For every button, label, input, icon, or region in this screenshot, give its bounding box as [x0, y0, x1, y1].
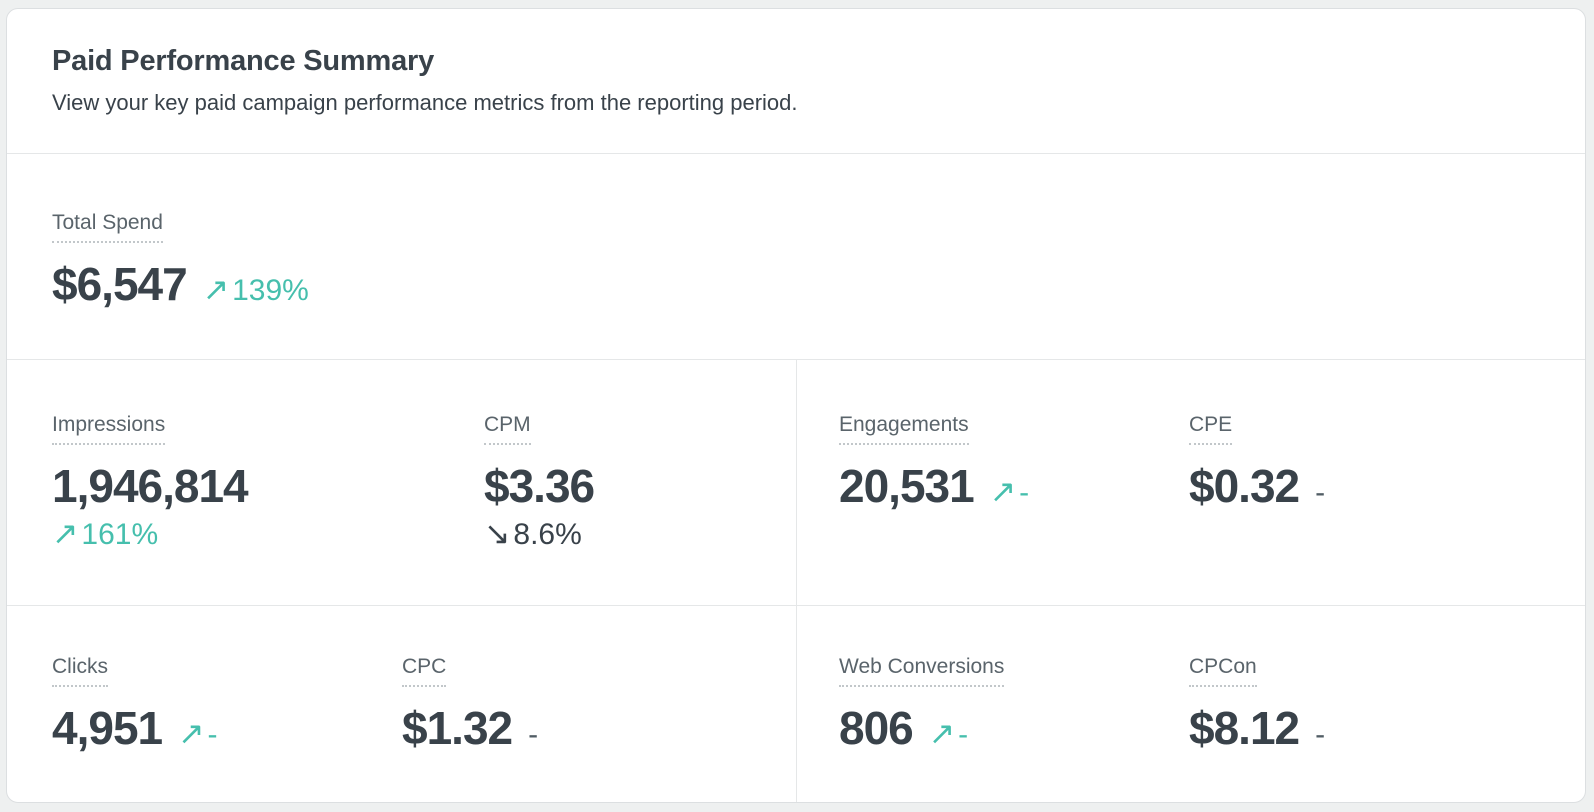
metric-label-cpm[interactable]: CPM [484, 412, 531, 446]
metric-cpc: CPC $1.32 - [402, 654, 776, 754]
value-row: $3.36 [484, 461, 776, 512]
value-row: 806 ↗ - [839, 703, 1189, 754]
metric-label-cpe[interactable]: CPE [1189, 412, 1233, 446]
metric-change-engagements: ↗ - [990, 474, 1029, 509]
metrics-row-1: Impressions 1,946,814 ↗ 161% CPM $3.36 ↘ 8… [7, 359, 1585, 605]
trend-up-icon: ↗ [989, 473, 1017, 510]
metric-label-total-spend[interactable]: Total Spend [52, 210, 163, 244]
metric-value-cpcon: $8.12 [1189, 702, 1300, 755]
metric-value-web-conversions: 806 [839, 702, 914, 755]
metric-change-impressions: ↗ 161% [52, 514, 484, 551]
metric-label-web-conversions[interactable]: Web Conversions [839, 654, 1005, 688]
metric-impressions: Impressions 1,946,814 ↗ 161% [52, 412, 484, 551]
metric-label-cpc[interactable]: CPC [402, 654, 447, 688]
metric-value-clicks: 4,951 [52, 702, 163, 755]
metric-value-engagements: 20,531 [839, 460, 975, 513]
change-text: - [207, 718, 218, 752]
metric-change-clicks: ↗ - [178, 716, 217, 751]
metrics-row-2: Clicks 4,951 ↗ - CPC $1.32 - Web Conversi… [7, 605, 1585, 802]
metric-change-web-conversions: ↗ - [929, 716, 968, 751]
metric-change-total-spend: ↗ 139% [203, 272, 309, 307]
change-text: 139% [232, 274, 309, 308]
page-subtitle: View your key paid campaign performance … [52, 90, 798, 115]
row1-right-cell: Engagements 20,531 ↗ - CPE $0.32 - [796, 360, 1585, 605]
value-row: $1.32 - [402, 703, 776, 754]
change-text: - [528, 718, 539, 752]
row2-left-cell: Clicks 4,951 ↗ - CPC $1.32 - [7, 606, 796, 802]
value-row: 1,946,814 [52, 461, 484, 512]
metric-label-impressions[interactable]: Impressions [52, 412, 166, 446]
metric-label-engagements[interactable]: Engagements [839, 412, 969, 446]
change-text: 161% [81, 517, 159, 551]
change-text: 8.6% [513, 517, 582, 551]
card-header: Paid Performance Summary View your key p… [7, 9, 1585, 153]
trend-up-icon: ↗ [52, 514, 79, 551]
row2-right-cell: Web Conversions 806 ↗ - CPCon $8.12 - [796, 606, 1585, 802]
metric-label-cpcon[interactable]: CPCon [1189, 654, 1257, 688]
change-text: - [1315, 476, 1326, 510]
value-row: $6,547 ↗ 139% [52, 259, 1540, 310]
value-row: $8.12 - [1189, 703, 1565, 754]
metric-change-cpc: - [528, 716, 538, 751]
metric-total-spend: Total Spend $6,547 ↗ 139% [52, 210, 1540, 310]
total-spend-section: Total Spend $6,547 ↗ 139% [7, 153, 1585, 359]
metric-change-cpcon: - [1315, 716, 1325, 751]
value-row: 20,531 ↗ - [839, 461, 1189, 512]
metric-change-cpm: ↘ 8.6% [484, 514, 776, 551]
metric-web-conversions: Web Conversions 806 ↗ - [839, 654, 1189, 754]
metric-value-impressions: 1,946,814 [52, 460, 249, 513]
change-text: - [958, 718, 969, 752]
metric-engagements: Engagements 20,531 ↗ - [839, 412, 1189, 512]
metric-cpe: CPE $0.32 - [1189, 412, 1565, 512]
change-text: - [1315, 718, 1326, 752]
value-row: $0.32 - [1189, 461, 1565, 512]
trend-up-icon: ↗ [178, 715, 205, 752]
value-row: 4,951 ↗ - [52, 703, 402, 754]
trend-up-icon: ↗ [202, 271, 230, 308]
change-text: - [1019, 476, 1030, 510]
metric-cpcon: CPCon $8.12 - [1189, 654, 1565, 754]
trend-down-icon: ↘ [484, 514, 511, 551]
metric-change-cpe: - [1315, 474, 1325, 509]
metric-cpm: CPM $3.36 ↘ 8.6% [484, 412, 776, 551]
metric-label-clicks[interactable]: Clicks [52, 654, 108, 688]
metric-value-total-spend: $6,547 [52, 258, 188, 311]
trend-up-icon: ↗ [928, 715, 956, 752]
metric-value-cpe: $0.32 [1189, 460, 1300, 513]
metric-clicks: Clicks 4,951 ↗ - [52, 654, 402, 754]
metric-value-cpc: $1.32 [402, 702, 513, 755]
paid-performance-summary-card: Paid Performance Summary View your key p… [6, 8, 1586, 803]
page-title: Paid Performance Summary [52, 45, 435, 77]
row1-left-cell: Impressions 1,946,814 ↗ 161% CPM $3.36 ↘ 8… [7, 360, 796, 605]
metric-value-cpm: $3.36 [484, 460, 595, 513]
